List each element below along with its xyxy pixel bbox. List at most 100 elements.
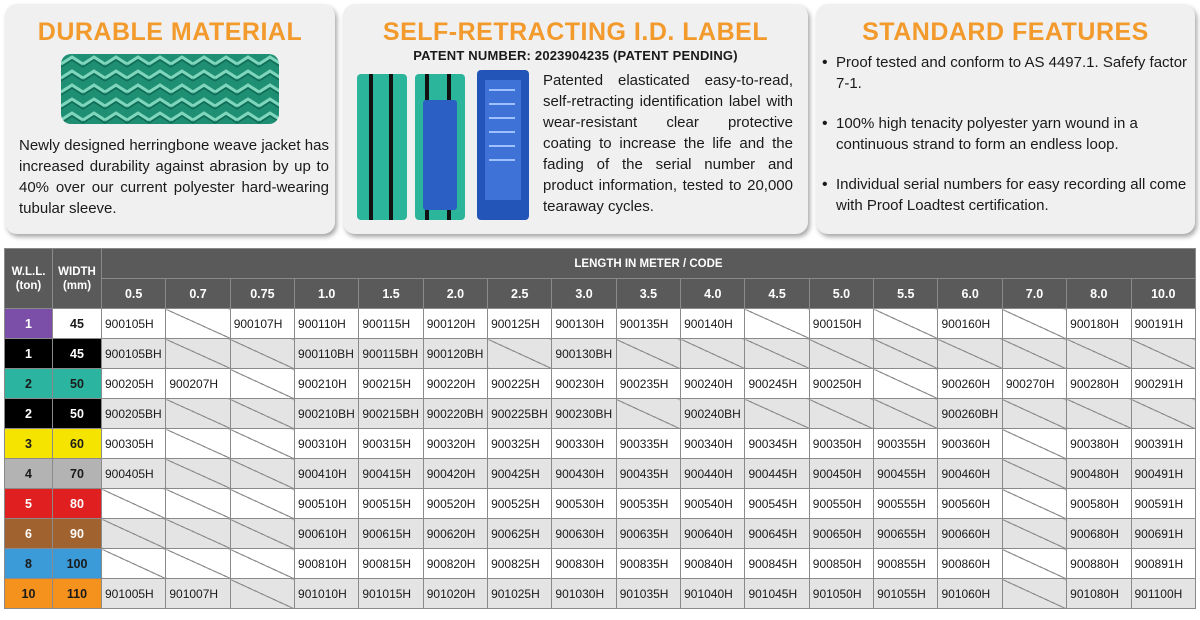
code-cell: 900120H [422, 308, 489, 339]
width-cell: 70 [52, 458, 102, 489]
code-cell: 900650H [808, 518, 875, 549]
code-cell: 900350H [808, 428, 875, 459]
length-col-header: 2.0 [422, 278, 489, 309]
unavailable-cell [1001, 308, 1068, 339]
code-cell: 900680H [1066, 518, 1132, 549]
wll-cell: 5 [4, 488, 53, 519]
unavailable-cell [1001, 548, 1068, 579]
code-cell: 900130BH [551, 338, 617, 369]
code-cell: 901060H [937, 578, 1003, 609]
code-cell: 900415H [358, 458, 424, 489]
table-row: 1 45 900105H 900107H 900110H 900115H 900120H 90… [4, 308, 1196, 339]
code-cell: 901015H [358, 578, 424, 609]
unavailable-cell [615, 398, 682, 429]
code-cell: 900820H [422, 548, 489, 579]
durable-material-card: DURABLE MATERIAL Newly designed herringb… [5, 4, 335, 234]
code-cell: 900850H [808, 548, 875, 579]
code-cell: 900515H [358, 488, 424, 519]
code-cell: 900230H [551, 368, 617, 399]
code-cell: 900645H [744, 518, 810, 549]
code-cell: 900220BH [422, 398, 489, 429]
code-cell: 900450H [808, 458, 875, 489]
unavailable-cell [165, 458, 231, 489]
code-cell: 900310H [294, 428, 360, 459]
unavailable-cell [229, 548, 296, 579]
unavailable-cell [680, 338, 746, 369]
code-cell: 900325H [487, 428, 553, 459]
wll-header: W.L.L. (ton) [4, 248, 53, 309]
code-cell: 900435H [615, 458, 682, 489]
code-cell: 900110H [294, 308, 360, 339]
code-cell: 900491H [1130, 458, 1196, 489]
code-cell: 900305H [100, 428, 167, 459]
code-cell: 901040H [680, 578, 746, 609]
code-cell: 900830H [551, 548, 617, 579]
durable-material-title: DURABLE MATERIAL [37, 18, 303, 46]
unavailable-cell [165, 488, 231, 519]
wll-cell: 8 [4, 548, 53, 579]
code-cell: 900410H [294, 458, 360, 489]
unavailable-cell [1066, 338, 1132, 369]
unavailable-cell [744, 398, 810, 429]
unavailable-cell [229, 368, 296, 399]
length-col-header: 7.0 [1001, 278, 1068, 309]
code-cell: 900160H [937, 308, 1003, 339]
code-cell: 901055H [873, 578, 939, 609]
code-cell: 900335H [615, 428, 682, 459]
table-row: 8 100 900810H 900815H 900820H 900825H 900830H 9… [4, 548, 1196, 579]
unavailable-cell [615, 338, 682, 369]
herringbone-weave-image [61, 54, 279, 124]
code-cell: 900207H [165, 368, 231, 399]
unavailable-cell [808, 338, 875, 369]
sling-label-image [355, 70, 531, 220]
table-row: 2 50 900205H 900207H 900210H 900215H 900220H 90… [4, 368, 1196, 399]
code-cell: 900215BH [358, 398, 424, 429]
code-cell: 900815H [358, 548, 424, 579]
feature-item: • Proof tested and conform to AS 4497.1. … [822, 54, 1188, 92]
features-list: • Proof tested and conform to AS 4497.1. … [822, 52, 1188, 235]
wll-cell: 2 [4, 368, 53, 399]
id-label-card: SELF-RETRACTING I.D. LABEL PATENT NUMBER… [343, 4, 808, 234]
unavailable-cell [487, 338, 553, 369]
width-cell: 50 [52, 398, 102, 429]
width-cell: 90 [52, 518, 102, 549]
code-cell: 900455H [873, 458, 939, 489]
unavailable-cell [229, 488, 296, 519]
id-label-text: Patented elasticated easy-to-read, self-… [543, 72, 793, 215]
code-cell: 900270H [1001, 368, 1068, 399]
code-cell: 901005H [100, 578, 167, 609]
unavailable-cell [1066, 398, 1132, 429]
unavailable-cell [229, 458, 296, 489]
code-cell: 901025H [487, 578, 553, 609]
unavailable-cell [165, 548, 231, 579]
code-cell: 900691H [1130, 518, 1196, 549]
unavailable-cell [873, 308, 939, 339]
code-cell: 900191H [1130, 308, 1196, 339]
code-cell: 900445H [744, 458, 810, 489]
code-cell: 900391H [1130, 428, 1196, 459]
code-cell: 900120BH [422, 338, 489, 369]
code-cell: 900260BH [937, 398, 1003, 429]
code-cell: 900891H [1130, 548, 1196, 579]
code-cell: 901007H [165, 578, 231, 609]
code-cell: 900640H [680, 518, 746, 549]
unavailable-cell [1001, 578, 1068, 609]
code-cell: 900430H [551, 458, 617, 489]
code-cell: 900240BH [680, 398, 746, 429]
code-cell: 900510H [294, 488, 360, 519]
unavailable-cell [165, 428, 231, 459]
unavailable-cell [229, 428, 296, 459]
code-cell: 900230BH [551, 398, 617, 429]
length-col-header: 0.7 [165, 278, 231, 309]
code-cell: 900440H [680, 458, 746, 489]
length-col-header: 1.0 [294, 278, 360, 309]
code-cell: 900425H [487, 458, 553, 489]
code-cell: 900520H [422, 488, 489, 519]
table-row: 10 110 901005H 901007H 901010H 901015H 901020H… [4, 578, 1196, 609]
code-cell: 900625H [487, 518, 553, 549]
length-col-header: 6.0 [937, 278, 1003, 309]
code-cell: 900135H [615, 308, 682, 339]
code-cell: 900555H [873, 488, 939, 519]
code-cell: 900610H [294, 518, 360, 549]
unavailable-cell [165, 518, 231, 549]
